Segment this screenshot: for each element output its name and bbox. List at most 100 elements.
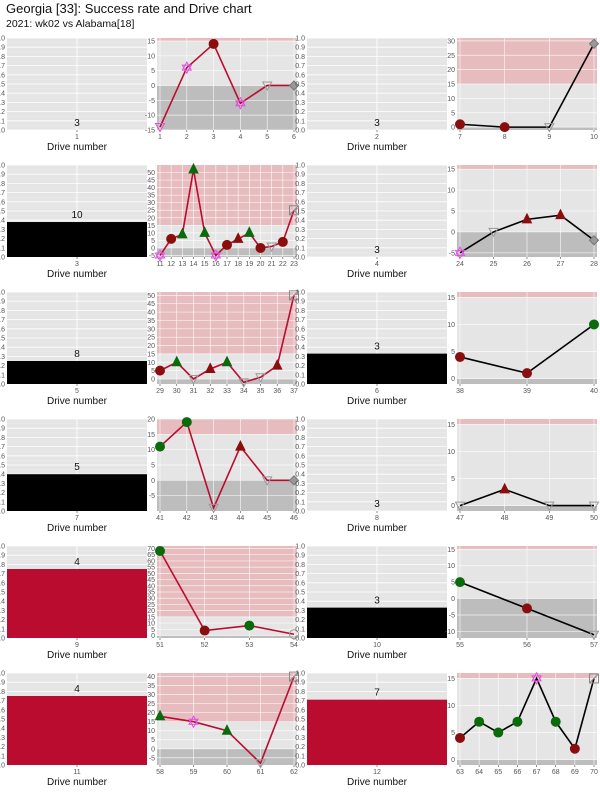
y-tick-label: 0.1 [295, 372, 305, 379]
y-tick-label: 5 [151, 627, 155, 634]
point-marker [499, 122, 510, 133]
x-tick-label: 6 [292, 134, 296, 141]
y-tick-label: 0.9 [295, 426, 305, 433]
drive-line [459, 488, 594, 507]
y-tick-label: 35 [147, 590, 155, 597]
play-count-label: 7 [374, 688, 380, 699]
y-tick-label: 40 [147, 310, 155, 317]
y-tick-label: 0 [151, 478, 155, 485]
y-tick-label: 20 [147, 215, 155, 222]
negative-zone [457, 505, 597, 511]
y-tick-label: 0 [151, 83, 155, 90]
y-tick-label: 0.9 [295, 680, 305, 687]
y-tick-label: 20 [147, 343, 155, 350]
y-tick-label: 0.3 [295, 481, 305, 488]
x-tick-label: 25 [490, 261, 498, 268]
success-rate-panel: 0.0 0.1 0.2 0.3 0.4 0.5 0.6 0.7 0.8 0.9 1.0 3 6Drive… [295, 290, 447, 407]
y-tick-label: -5 [449, 250, 455, 257]
point-marker [271, 358, 283, 370]
y-tick-label: 1.0 [0, 544, 5, 551]
success-rate-bar [7, 222, 147, 257]
y-tick-label: 0.6 [0, 580, 5, 587]
x-tick-label: 45 [263, 515, 271, 522]
y-tick-label: 10 [447, 703, 455, 710]
y-tick-label: 1.0 [295, 417, 305, 424]
y-tick-label: 0.4 [0, 472, 5, 479]
x-tick-label: 40 [590, 388, 598, 395]
y-tick-label: 0.6 [295, 707, 305, 714]
y-tick-label: 0.9 [295, 45, 305, 52]
x-tick-label: 14 [190, 261, 198, 268]
x-tick-label: 58 [156, 769, 164, 776]
play-count-label: 3 [74, 118, 80, 129]
y-tick-label: 15 [447, 167, 455, 174]
y-tick-label: 10 [447, 563, 455, 570]
y-tick-label: 15 [147, 719, 155, 726]
point-marker [455, 351, 465, 362]
y-tick-label: 25 [147, 701, 155, 708]
x-tick-label: 38 [456, 388, 464, 395]
y-tick-label: 10 [147, 728, 155, 735]
x-axis-title: Drive number [47, 777, 108, 788]
x-tick-label: 69 [571, 769, 579, 776]
x-tick-label: 8 [503, 134, 507, 141]
y-tick-label: 5 [151, 463, 155, 470]
y-tick-label: -5 [149, 98, 155, 105]
point-marker [522, 368, 532, 379]
point-marker [588, 235, 600, 246]
x-tick-label: 5 [75, 388, 79, 395]
success-rate-bar [307, 699, 447, 765]
x-axis-title: Drive number [47, 269, 108, 280]
y-tick-label: 10 [447, 188, 455, 195]
drive-chart-panel: 0 5 10 15 20 25 30 7 8 9 10 [447, 38, 600, 141]
x-tick-label: 19 [245, 261, 253, 268]
success-rate-panel: 0.0 0.1 0.2 0.3 0.4 0.5 0.6 0.7 0.8 0.9 1.0 7 12Driv… [295, 671, 447, 788]
point-marker [208, 38, 219, 49]
point-marker [244, 620, 255, 631]
drive-line [159, 42, 294, 128]
point-marker [154, 248, 166, 259]
point-marker [208, 503, 219, 514]
y-tick-label: 0.8 [0, 308, 5, 315]
y-tick-label: 30 [147, 596, 155, 603]
x-tick-label: 4 [238, 134, 242, 141]
x-tick-label: 13 [178, 261, 186, 268]
play-count-label: 3 [374, 118, 380, 129]
y-tick-label: 50 [147, 571, 155, 578]
y-tick-label: 40 [147, 185, 155, 192]
y-tick-label: 0.3 [295, 735, 305, 742]
drive-chart-panel: -5 0 5 10 15 20 25 30 35 40 58 59 60 61 62 [147, 671, 299, 776]
y-tick-label: 0.5 [0, 717, 5, 724]
y-tick-label: 0.7 [0, 190, 5, 197]
x-tick-label: 54 [290, 642, 298, 649]
point-marker [289, 205, 299, 216]
y-tick-label: 0.5 [0, 336, 5, 343]
y-tick-label: 0.4 [295, 599, 305, 606]
x-tick-label: 37 [290, 388, 298, 395]
success-rate-panel: 0.0 0.1 0.2 0.3 0.4 0.5 0.6 0.7 0.8 0.9 1.0 3 4Drive… [295, 163, 447, 280]
y-tick-label: 0.3 [0, 100, 5, 107]
success-rate-panel: 0.0 0.1 0.2 0.3 0.4 0.5 0.6 0.7 0.8 0.9 1.0 3 10Driv… [295, 544, 447, 661]
point-marker [588, 630, 600, 641]
point-marker [171, 355, 183, 367]
y-tick-label: 45 [147, 577, 155, 584]
y-tick-label: 0.2 [295, 109, 305, 116]
red-zone [157, 419, 297, 435]
play-count-label: 5 [74, 462, 80, 473]
success-rate-panel: 0.0 0.1 0.2 0.3 0.4 0.5 0.6 0.7 0.8 0.9 1.0 3 8Drive… [295, 417, 447, 534]
point-marker [155, 365, 165, 376]
point-marker [454, 249, 466, 260]
y-tick-label: 0.1 [0, 118, 5, 125]
red-zone [457, 38, 597, 84]
point-marker [261, 81, 273, 92]
y-tick-label: 1.0 [295, 671, 305, 678]
y-tick-label: 0.4 [295, 345, 305, 352]
page-title: Georgia [33]: Success rate and Drive cha… [6, 1, 252, 16]
panel-background [457, 419, 597, 511]
y-tick-label: 0.9 [295, 299, 305, 306]
point-marker [221, 355, 233, 367]
point-marker [488, 227, 499, 238]
y-tick-label: 40 [147, 583, 155, 590]
y-tick-label: 0.0 [0, 382, 5, 389]
y-tick-label: 35 [147, 683, 155, 690]
